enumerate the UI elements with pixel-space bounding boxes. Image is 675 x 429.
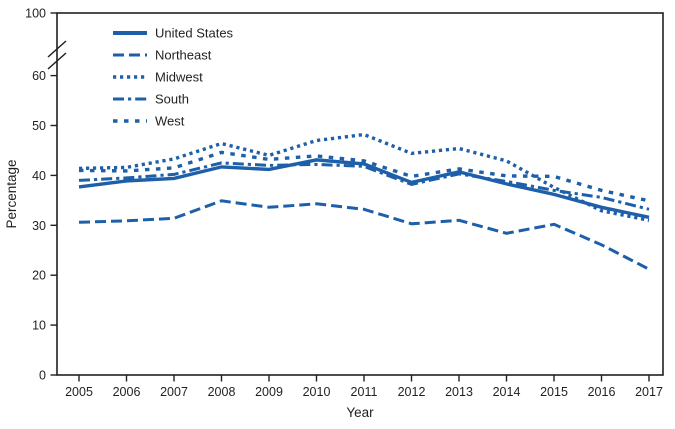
legend-label-midwest: Midwest [155, 70, 203, 85]
y-tick-label: 50 [32, 119, 46, 133]
x-axis-title: Year [346, 405, 374, 420]
series-line-west [78, 150, 650, 203]
plot-frame [56, 12, 664, 376]
series-line-united-states [78, 158, 650, 219]
x-tick-label: 2011 [351, 385, 378, 399]
series-line-northeast [78, 199, 650, 271]
x-tick-label: 2017 [635, 385, 663, 399]
y-axis-break-mark [47, 40, 67, 58]
x-tick-label: 2010 [303, 385, 331, 399]
x-tick-label: 2006 [113, 385, 141, 399]
legend-label-united-states: United States [155, 26, 234, 41]
y-tick-label: 10 [32, 319, 46, 333]
y-tick-label: 0 [39, 369, 46, 383]
legend-label-northeast: Northeast [155, 48, 212, 63]
series-line-south [78, 161, 650, 211]
x-tick-label: 2016 [588, 385, 616, 399]
x-tick-label: 2012 [398, 385, 426, 399]
legend-label-west: West [155, 114, 185, 129]
y-tick-label: 60 [32, 69, 46, 83]
x-tick-label: 2009 [255, 385, 283, 399]
legend-label-south: South [155, 92, 189, 107]
x-tick-label: 2007 [160, 385, 188, 399]
y-tick-label: 40 [32, 169, 46, 183]
x-tick-label: 2005 [65, 385, 93, 399]
y-tick-label: 30 [32, 219, 46, 233]
x-tick-label: 2014 [493, 385, 521, 399]
x-tick-label: 2015 [540, 385, 568, 399]
y-tick-label: 100 [25, 7, 46, 21]
x-tick-label: 2008 [208, 385, 236, 399]
y-axis-title: Percentage [4, 159, 19, 228]
y-tick-label: 20 [32, 269, 46, 283]
x-tick-label: 2013 [445, 385, 473, 399]
y-axis-break-mark [47, 52, 67, 70]
